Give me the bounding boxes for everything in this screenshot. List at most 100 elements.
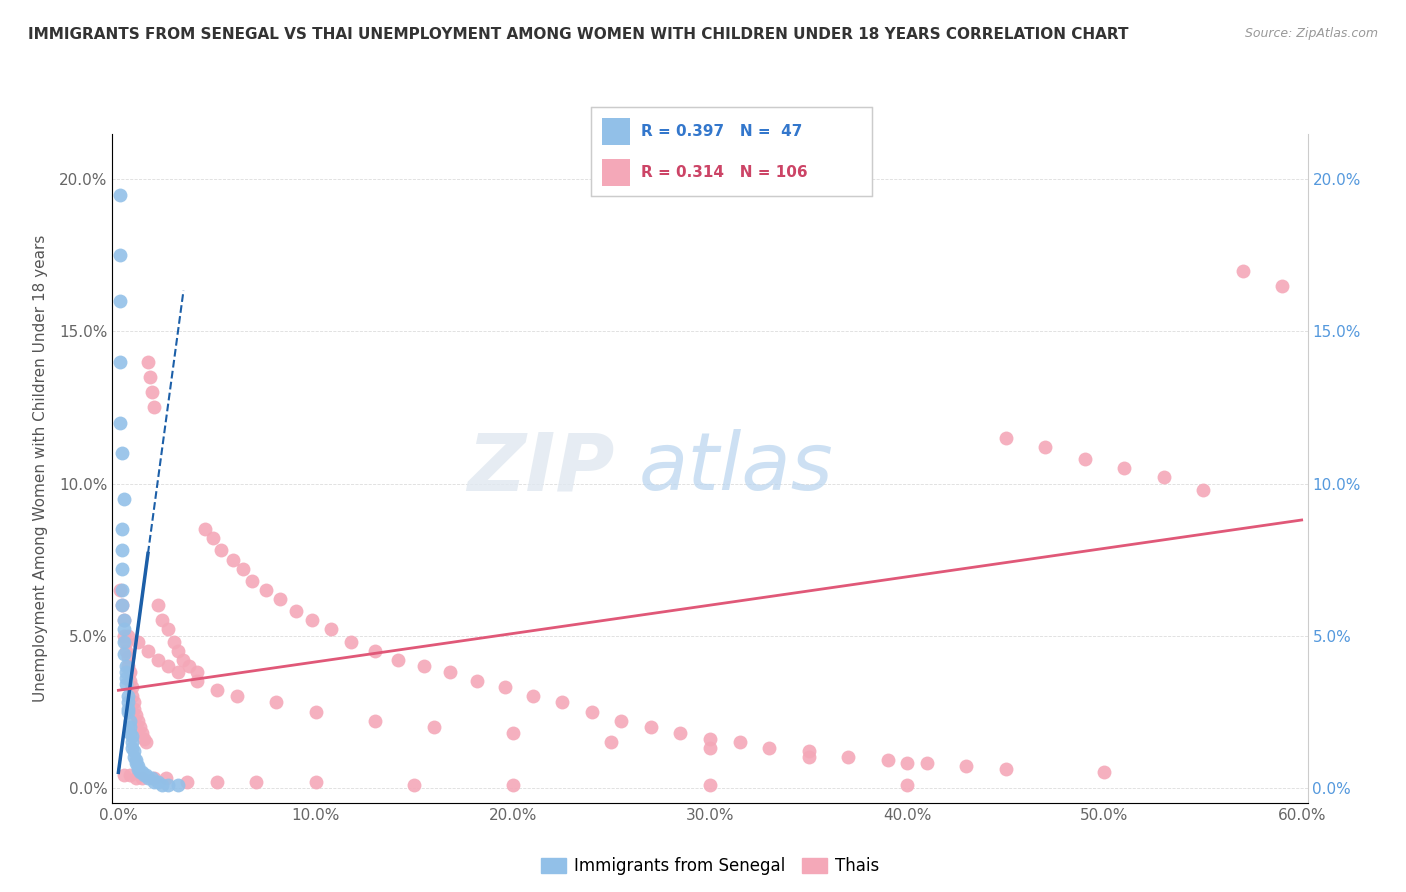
Text: atlas: atlas	[638, 429, 834, 508]
Point	[110, 294, 132, 309]
Point	[202, 531, 225, 545]
Point	[110, 187, 132, 202]
Point	[120, 720, 142, 734]
Point	[110, 355, 132, 369]
Point	[117, 649, 139, 664]
Point	[125, 756, 148, 771]
Point	[120, 665, 142, 679]
Point	[150, 778, 173, 792]
Text: ZIP: ZIP	[467, 429, 614, 508]
Point	[111, 562, 134, 576]
Point	[136, 644, 159, 658]
Point	[110, 582, 132, 597]
Point	[146, 598, 169, 612]
Point	[112, 628, 135, 642]
Point	[122, 701, 145, 715]
Y-axis label: Unemployment Among Women with Children Under 18 years: Unemployment Among Women with Children U…	[34, 235, 48, 702]
Point	[1232, 263, 1254, 277]
Point	[669, 726, 692, 740]
Point	[522, 690, 544, 704]
Point	[876, 753, 898, 767]
Point	[127, 714, 149, 728]
Point	[364, 644, 387, 658]
Point	[640, 720, 662, 734]
Point	[423, 720, 446, 734]
Point	[1074, 452, 1097, 467]
Point	[146, 774, 169, 789]
Point	[132, 731, 155, 746]
Point	[551, 696, 574, 710]
Bar	[602, 159, 630, 186]
Point	[127, 759, 149, 773]
Point	[205, 683, 228, 698]
Point	[129, 720, 152, 734]
Text: R = 0.397   N =  47: R = 0.397 N = 47	[641, 124, 803, 138]
Point	[125, 707, 148, 722]
Point	[994, 431, 1017, 445]
Point	[117, 659, 139, 673]
Bar	[602, 118, 630, 145]
Point	[146, 653, 169, 667]
Point	[699, 731, 721, 746]
Point	[127, 634, 149, 648]
Point	[758, 741, 780, 756]
Point	[112, 613, 135, 627]
Point	[254, 582, 277, 597]
Point	[135, 735, 157, 749]
Point	[112, 491, 135, 506]
Point	[121, 690, 143, 704]
Point	[125, 753, 148, 767]
Point	[117, 696, 139, 710]
Point	[132, 768, 155, 782]
Point	[166, 644, 188, 658]
Text: IMMIGRANTS FROM SENEGAL VS THAI UNEMPLOYMENT AMONG WOMEN WITH CHILDREN UNDER 18 : IMMIGRANTS FROM SENEGAL VS THAI UNEMPLOY…	[28, 27, 1129, 42]
Point	[269, 592, 291, 607]
Point	[301, 613, 323, 627]
Point	[115, 644, 138, 658]
Point	[321, 623, 343, 637]
Point	[502, 778, 524, 792]
Point	[131, 726, 153, 740]
Point	[699, 741, 721, 756]
Point	[242, 574, 264, 588]
Point	[115, 634, 138, 648]
Point	[205, 774, 228, 789]
Point	[222, 552, 245, 566]
Point	[117, 690, 139, 704]
Point	[112, 623, 135, 637]
Point	[156, 659, 179, 673]
Point	[494, 680, 516, 694]
Point	[340, 634, 363, 648]
Point	[122, 750, 145, 764]
Point	[136, 772, 159, 786]
Point	[117, 701, 139, 715]
Point	[120, 768, 142, 782]
Point	[1192, 483, 1215, 497]
Point	[465, 674, 488, 689]
Point	[264, 696, 287, 710]
Point	[179, 659, 201, 673]
Point	[581, 705, 603, 719]
Point	[404, 778, 426, 792]
Point	[245, 774, 267, 789]
Point	[156, 778, 179, 792]
Point	[121, 729, 143, 743]
Point	[837, 750, 859, 764]
Point	[111, 522, 134, 536]
Point	[129, 765, 152, 780]
Point	[413, 659, 436, 673]
Point	[156, 623, 179, 637]
Point	[125, 772, 148, 786]
Point	[115, 665, 138, 679]
Point	[166, 665, 188, 679]
Point	[121, 680, 143, 694]
Point	[1271, 278, 1294, 293]
Point	[112, 647, 135, 661]
Point	[186, 665, 208, 679]
Point	[120, 714, 142, 728]
Point	[896, 778, 918, 792]
Point	[162, 634, 184, 648]
Legend: Immigrants from Senegal, Thais: Immigrants from Senegal, Thais	[534, 850, 886, 881]
Point	[728, 735, 751, 749]
Point	[194, 522, 217, 536]
